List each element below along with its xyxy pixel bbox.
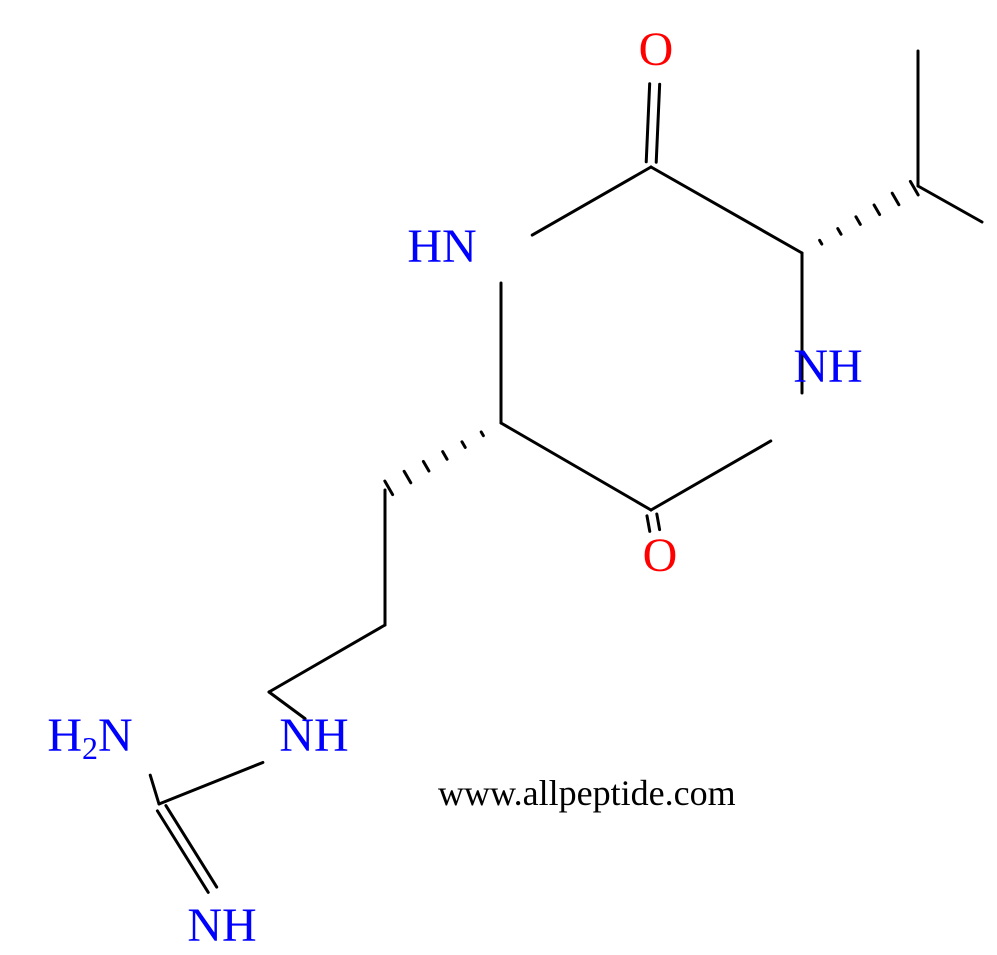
atom-label: NH: [793, 340, 862, 393]
svg-text:HN: HN: [407, 220, 476, 273]
svg-text:NH: NH: [279, 709, 348, 762]
atom-label: O: [639, 23, 674, 76]
svg-text:O: O: [643, 529, 678, 582]
molecule-diagram: O O HN NH NH H2N NH www.allpeptide.com: [0, 0, 997, 955]
atom-label: HN: [407, 220, 476, 273]
svg-text:NH: NH: [187, 899, 256, 952]
svg-text:O: O: [639, 23, 674, 76]
svg-text:NH: NH: [793, 340, 862, 393]
svg-text:H2N: H2N: [47, 709, 132, 766]
atom-label: O: [643, 529, 678, 582]
atom-label: NH: [279, 709, 348, 762]
atom-label: H2N: [47, 709, 132, 766]
atom-label: NH: [187, 899, 256, 952]
watermark-text: www.allpeptide.com: [438, 773, 736, 813]
